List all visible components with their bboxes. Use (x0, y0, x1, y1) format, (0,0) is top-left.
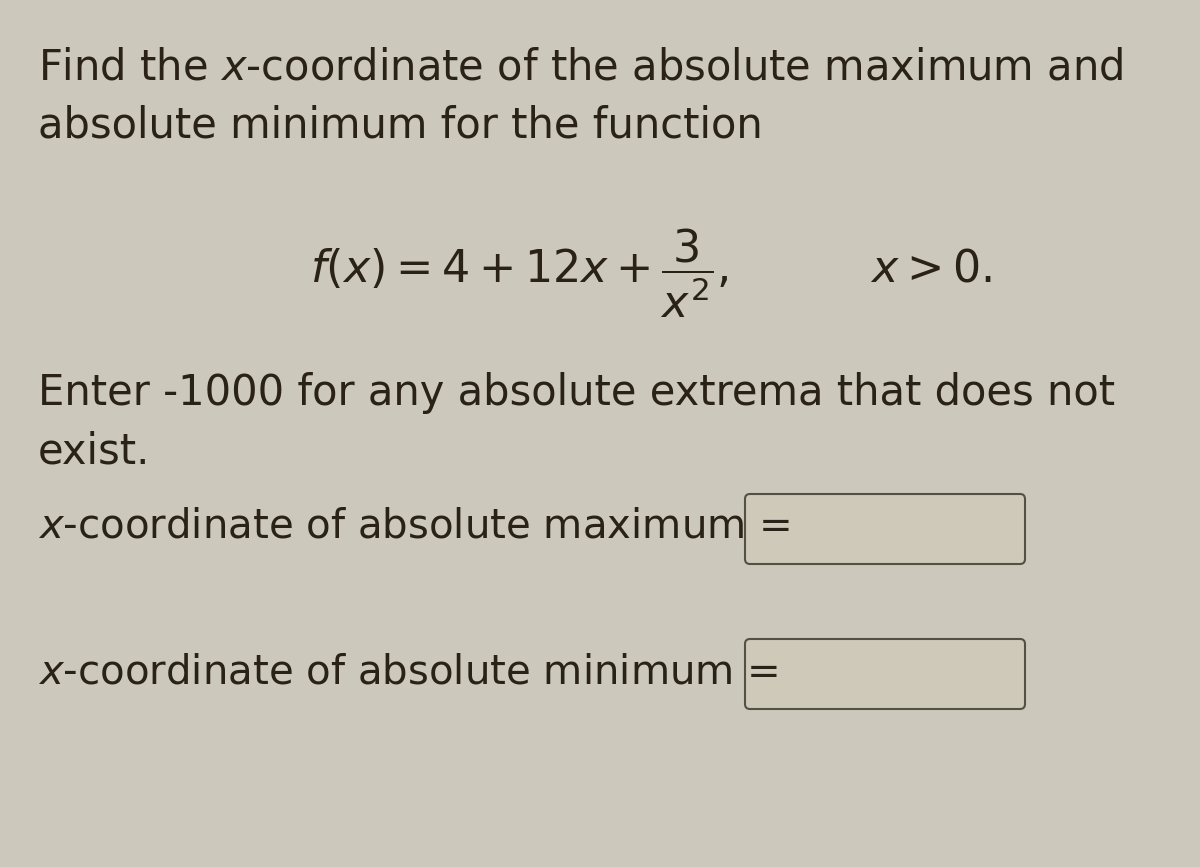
Text: exist.: exist. (38, 430, 150, 472)
Text: absolute minimum for the function: absolute minimum for the function (38, 105, 763, 147)
FancyBboxPatch shape (745, 639, 1025, 709)
Text: $x > 0.$: $x > 0.$ (870, 247, 992, 290)
Text: $x$-coordinate of absolute maximum =: $x$-coordinate of absolute maximum = (38, 507, 790, 547)
Text: $x$-coordinate of absolute minimum =: $x$-coordinate of absolute minimum = (38, 652, 779, 692)
Text: Enter -1000 for any absolute extrema that does not: Enter -1000 for any absolute extrema tha… (38, 372, 1115, 414)
FancyBboxPatch shape (745, 494, 1025, 564)
Text: $f(x) = 4 + 12x + \dfrac{3}{x^2},$: $f(x) = 4 + 12x + \dfrac{3}{x^2},$ (310, 227, 728, 321)
Text: Find the $x$-coordinate of the absolute maximum and: Find the $x$-coordinate of the absolute … (38, 47, 1123, 89)
